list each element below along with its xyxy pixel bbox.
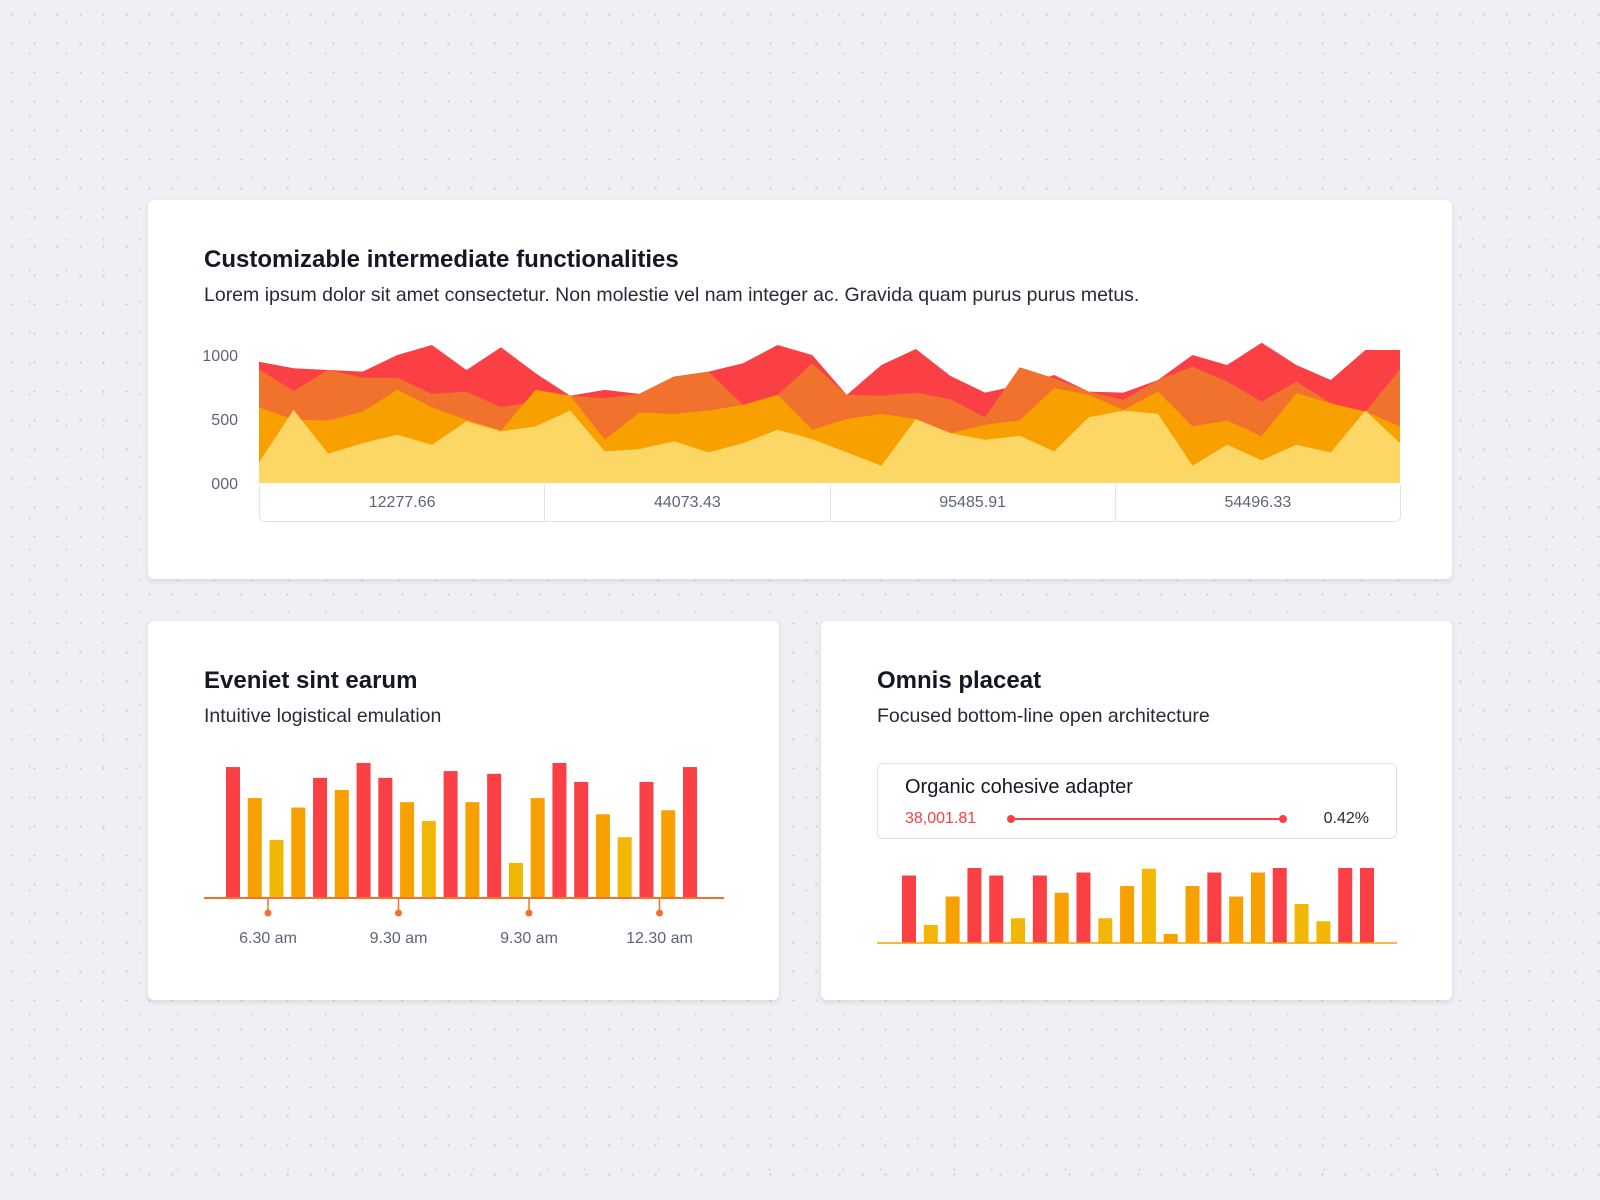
bar xyxy=(1120,886,1135,943)
bar xyxy=(617,837,632,898)
bar xyxy=(1011,918,1026,943)
stat-range-line xyxy=(1007,815,1287,823)
bar xyxy=(291,807,306,898)
y-tick-label: 000 xyxy=(211,476,238,493)
top-card: Customizable intermediate functionalitie… xyxy=(148,200,1452,579)
bar xyxy=(1272,868,1287,943)
card-subtitle: Focused bottom-line open architecture xyxy=(877,705,1210,727)
bar-chart xyxy=(877,868,1397,944)
bar xyxy=(508,862,523,898)
card-title: Omnis placeat xyxy=(877,667,1042,694)
card-title: Customizable intermediate functionalitie… xyxy=(204,246,679,273)
stat-percent: 0.42% xyxy=(1323,810,1369,827)
bar xyxy=(378,777,393,898)
bar xyxy=(1294,904,1309,943)
bar xyxy=(1250,872,1265,943)
bar xyxy=(1316,921,1331,943)
bar xyxy=(989,875,1004,943)
bar xyxy=(226,767,240,898)
bar xyxy=(945,896,960,943)
right-card: Omnis placeat Focused bottom-line open a… xyxy=(821,621,1452,1000)
x-tick-dot xyxy=(525,909,533,917)
bar xyxy=(400,802,415,898)
bar xyxy=(443,771,458,898)
bar xyxy=(487,773,502,898)
bar xyxy=(923,925,938,943)
bar xyxy=(356,763,371,898)
bar xyxy=(661,810,676,898)
bar-chart: 6.30 am 9.30 am 9.30 am 12.30 am xyxy=(204,763,724,947)
stat-box: Organic cohesive adapter 38,001.81 0.42% xyxy=(877,763,1397,839)
summary-cell: 95485.91 xyxy=(829,485,1115,521)
bar xyxy=(1098,918,1113,943)
bar xyxy=(269,839,284,898)
bar xyxy=(1185,886,1200,943)
y-tick-label: 500 xyxy=(211,412,238,429)
x-tick-dot xyxy=(264,909,272,917)
bar xyxy=(1338,868,1353,943)
bar xyxy=(1163,934,1178,943)
bar xyxy=(465,802,480,898)
summary-cell: 54496.33 xyxy=(1114,485,1400,521)
x-tick-label: 9.30 am xyxy=(370,930,428,947)
left-card: Eveniet sint earum Intuitive logistical … xyxy=(148,621,779,1000)
x-tick-label: 6.30 am xyxy=(239,930,297,947)
x-tick-dot xyxy=(656,909,663,917)
bar xyxy=(595,814,610,898)
bar xyxy=(1360,868,1374,943)
card-subtitle: Intuitive logistical emulation xyxy=(204,705,442,727)
bar xyxy=(639,781,654,898)
summary-cell: 44073.43 xyxy=(544,485,829,521)
bar xyxy=(1141,868,1156,943)
bar xyxy=(1054,892,1069,943)
stat-label: Organic cohesive adapter xyxy=(905,776,1133,798)
card-subtitle: Lorem ipsum dolor sit amet consectetur. … xyxy=(204,284,1140,306)
bar xyxy=(530,798,545,898)
bar xyxy=(313,777,328,898)
x-tick-label: 9.30 am xyxy=(500,930,558,947)
bar xyxy=(1229,896,1244,943)
card-title: Eveniet sint earum xyxy=(204,667,418,694)
summary-cell: 12277.66 xyxy=(368,494,436,511)
bar xyxy=(574,781,589,898)
bar xyxy=(552,763,567,898)
bar xyxy=(967,868,982,943)
range-start-dot xyxy=(1007,815,1015,823)
bar xyxy=(1032,875,1047,943)
stat-value: 38,001.81 xyxy=(905,810,977,827)
bar xyxy=(1207,872,1222,943)
bar xyxy=(902,875,916,943)
x-tick-dot xyxy=(395,909,402,917)
bar xyxy=(421,821,436,898)
bar xyxy=(1076,872,1091,943)
area-chart: 1000 500 000 xyxy=(202,342,1400,493)
range-end-dot xyxy=(1279,815,1287,823)
bar xyxy=(683,767,697,898)
summary-table: 12277.66 44073.43 95485.91 54496.33 xyxy=(259,485,1401,522)
y-tick-label: 1000 xyxy=(202,348,238,365)
x-tick-label: 12.30 am xyxy=(626,930,693,947)
bar xyxy=(334,790,349,898)
area-series-yellow xyxy=(259,409,1400,483)
bar xyxy=(247,798,262,898)
